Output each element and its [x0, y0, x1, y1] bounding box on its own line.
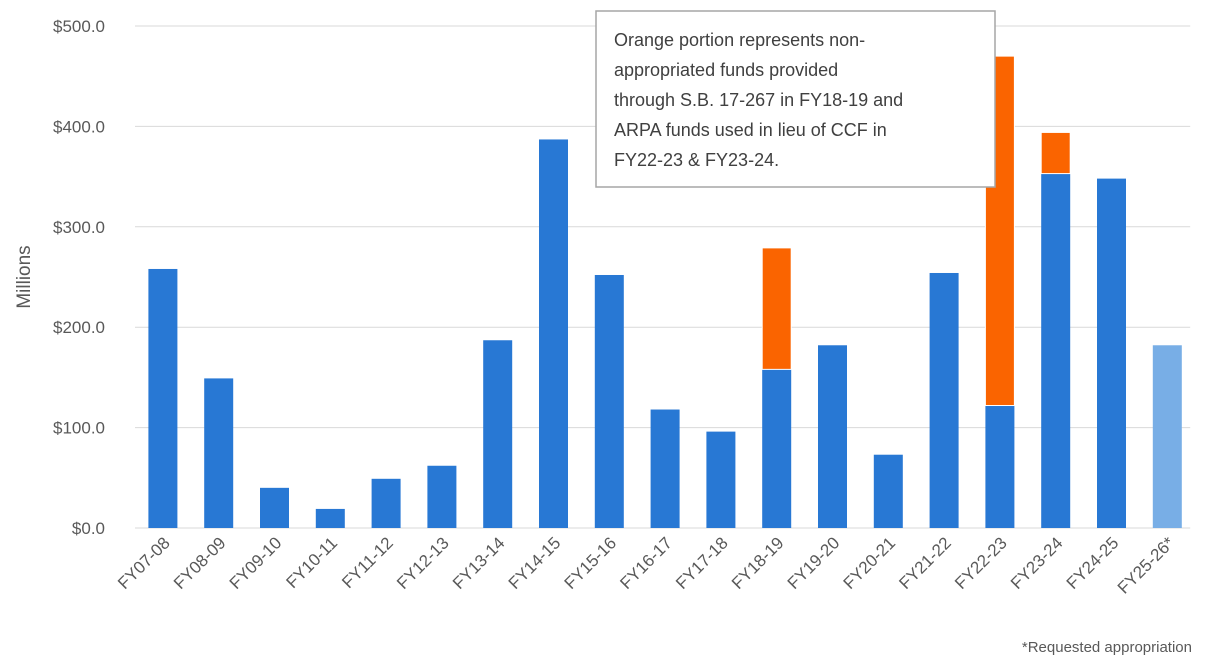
y-tick-label: $500.0 — [53, 17, 105, 36]
bar-segment — [650, 409, 680, 528]
x-tick-label: FY22-23 — [951, 533, 1011, 593]
x-tick-label: FY16-17 — [616, 533, 676, 593]
x-tick-label: FY12-13 — [393, 533, 453, 593]
x-tick-label: FY15-16 — [561, 533, 621, 593]
annotation-line: through S.B. 17-267 in FY18-19 and — [614, 90, 903, 110]
bar-segment — [148, 268, 178, 528]
x-tick-label: FY09-10 — [226, 533, 286, 593]
bar-segment — [594, 274, 624, 528]
x-tick-label: FY20-21 — [840, 533, 900, 593]
annotation-line: ARPA funds used in lieu of CCF in — [614, 120, 887, 140]
bar-segment — [1040, 131, 1071, 175]
y-tick-label: $300.0 — [53, 218, 105, 237]
x-tick-label: FY18-19 — [728, 533, 788, 593]
y-tick-label: $100.0 — [53, 419, 105, 438]
x-tick-label: FY25-26* — [1114, 533, 1178, 597]
x-tick-label: FY10-11 — [282, 533, 341, 592]
x-tick-label: FY14-15 — [505, 533, 565, 593]
bar-segment — [929, 272, 959, 528]
bar-segment — [761, 247, 792, 370]
bar-segment — [873, 454, 903, 528]
x-tick-label: FY17-18 — [672, 533, 732, 593]
bar-segment — [315, 508, 345, 528]
bar-segment — [706, 431, 736, 528]
bar-segment — [204, 378, 234, 528]
annotation-line: Orange portion represents non- — [614, 30, 865, 50]
x-tick-label: FY08-09 — [170, 533, 230, 593]
bar-segment — [1152, 345, 1182, 528]
footnote: *Requested appropriation — [1022, 639, 1192, 656]
bar-segment — [483, 340, 513, 528]
bar-segment — [818, 345, 847, 528]
y-tick-label: $400.0 — [53, 117, 105, 136]
bar-segment — [371, 478, 401, 528]
y-axis-label: Millions — [14, 245, 35, 308]
annotation-line: appropriated funds provided — [614, 60, 838, 80]
x-tick-label: FY21-22 — [895, 533, 955, 593]
x-tick-label: FY19-20 — [784, 533, 844, 593]
x-tick-label: FY23-24 — [1007, 533, 1067, 593]
bar-segment — [1041, 173, 1071, 528]
bar-segment — [985, 405, 1015, 528]
x-tick-label: FY07-08 — [114, 533, 174, 593]
annotation-line: FY22-23 & FY23-24. — [614, 150, 779, 170]
bar-segment — [427, 465, 457, 528]
bar-segment — [260, 487, 289, 528]
bar-segment — [762, 369, 792, 528]
x-tick-label: FY11-12 — [338, 533, 397, 592]
bar-segment — [539, 139, 568, 528]
x-tick-label: FY13-14 — [449, 533, 509, 593]
annotation-box — [595, 10, 996, 188]
y-tick-label: $200.0 — [53, 318, 105, 337]
bar-segment — [1097, 178, 1126, 528]
y-tick-label: $0.0 — [72, 519, 105, 538]
